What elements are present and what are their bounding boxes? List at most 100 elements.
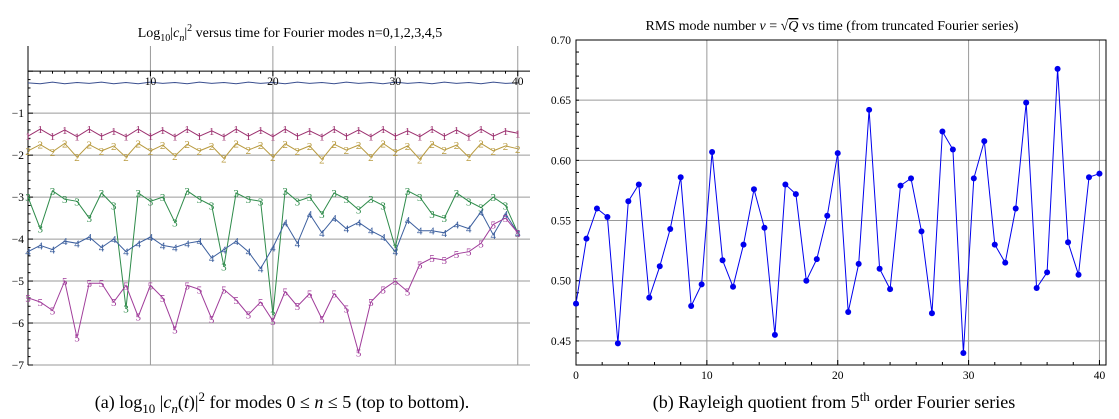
a-point-label: 2 xyxy=(442,145,448,157)
a-point-label: 1 xyxy=(515,128,521,140)
b-data-point xyxy=(991,241,998,248)
a-point-label: 5 xyxy=(86,278,92,290)
a-point-label: 5 xyxy=(429,253,435,265)
b-data-point xyxy=(845,309,852,316)
a-point-label: 5 xyxy=(99,278,105,290)
a-point-label: 4 xyxy=(282,217,288,229)
a-point-label: 3 xyxy=(233,188,239,200)
a-point-label: 1 xyxy=(258,125,264,137)
a-point-label: 1 xyxy=(331,124,337,136)
a-point-label: 3 xyxy=(344,194,350,206)
a-point-label: 2 xyxy=(62,138,68,150)
b-data-point xyxy=(656,263,663,270)
b-data-point xyxy=(573,300,579,307)
a-point-label: 3 xyxy=(135,188,141,200)
a-point-label: 4 xyxy=(233,236,239,248)
a-point-label: 5 xyxy=(184,280,190,292)
a-point-label: 5 xyxy=(368,297,374,309)
a-point-label: 2 xyxy=(270,152,276,164)
b-data-point xyxy=(928,310,935,317)
a-series-0 xyxy=(27,81,518,85)
a-point-label: 2 xyxy=(123,152,129,164)
a-point-label: 2 xyxy=(331,139,337,151)
b-y-tick-label: 0.60 xyxy=(551,155,571,167)
a-point-label: 1 xyxy=(62,125,68,137)
a-point-label: 1 xyxy=(270,132,276,144)
b-data-point xyxy=(1075,271,1082,278)
b-data-point xyxy=(803,277,810,284)
a-point-label: 4 xyxy=(491,230,497,242)
a-point-label: 5 xyxy=(282,287,288,299)
a-point-label: 5 xyxy=(344,303,350,315)
a-point-label: 4 xyxy=(172,242,178,254)
a-point-label: 5 xyxy=(37,297,43,309)
a-point-label: 2 xyxy=(148,146,154,158)
a-point-label: 5 xyxy=(515,228,521,240)
b-data-point xyxy=(1085,174,1092,181)
a-point-label: 3 xyxy=(258,196,264,208)
a-point-label: 2 xyxy=(307,141,313,153)
a-point-label: 4 xyxy=(37,240,43,252)
b-data-point xyxy=(677,174,684,181)
a-point-label: 1 xyxy=(295,131,301,143)
a-point-label: 1 xyxy=(209,126,215,138)
a-point-label: 3 xyxy=(503,201,509,213)
a-point-label: 4 xyxy=(111,234,117,246)
b-y-tick-label: 0.55 xyxy=(551,216,571,228)
a-point-label: 5 xyxy=(393,276,399,288)
a-series-line xyxy=(27,81,518,85)
a-point-label: 1 xyxy=(442,131,448,143)
a-point-label: 3 xyxy=(466,196,472,208)
a-y-tick-label: −4 xyxy=(12,234,24,246)
a-point-label: 4 xyxy=(503,209,509,221)
a-point-label: 1 xyxy=(429,124,435,136)
b-x-tick-label: 20 xyxy=(832,370,844,382)
a-point-label: 1 xyxy=(74,132,80,144)
a-point-label: 5 xyxy=(442,255,448,267)
b-data-point xyxy=(1012,205,1019,212)
a-point-label: 4 xyxy=(99,242,105,254)
a-point-label: 1 xyxy=(99,131,105,143)
a-point-label: 1 xyxy=(319,132,325,144)
a-point-label: 3 xyxy=(99,188,105,200)
chart-a-title: Log10|cn|2 versus time for Fourier modes… xyxy=(138,23,443,44)
a-point-label: 4 xyxy=(197,236,203,248)
a-point-label: 1 xyxy=(86,124,92,136)
a-point-label: 3 xyxy=(111,201,117,213)
b-data-point xyxy=(897,182,904,189)
a-point-label: 4 xyxy=(380,232,386,244)
b-data-point xyxy=(824,212,831,219)
a-point-label: 5 xyxy=(25,293,31,305)
a-point-label: 4 xyxy=(123,247,129,259)
a-point-label: 3 xyxy=(209,201,215,213)
a-point-label: 5 xyxy=(491,219,497,231)
a-point-label: 2 xyxy=(515,144,521,156)
a-point-label: 3 xyxy=(442,213,448,225)
a-point-label: 1 xyxy=(172,132,178,144)
a-point-label: 2 xyxy=(393,147,399,159)
b-data-point xyxy=(761,224,768,231)
a-point-label: 3 xyxy=(160,192,166,204)
a-point-label: 4 xyxy=(405,215,411,227)
a-point-label: 2 xyxy=(356,140,362,152)
b-data-point xyxy=(918,228,925,235)
a-point-label: 2 xyxy=(74,152,80,164)
chart-b-title: RMS mode number ν = √Q vs time (from tru… xyxy=(646,19,1019,34)
a-series-line xyxy=(27,217,519,355)
a-point-label: 2 xyxy=(454,140,460,152)
a-point-label: 1 xyxy=(368,132,374,144)
a-point-label: 5 xyxy=(478,238,484,250)
b-data-point xyxy=(583,235,590,242)
a-point-label: 5 xyxy=(380,284,386,296)
a-point-label: 2 xyxy=(429,139,435,151)
a-point-label: 4 xyxy=(270,242,276,254)
a-point-label: 2 xyxy=(209,141,215,153)
a-point-label: 2 xyxy=(50,147,56,159)
a-point-label: 4 xyxy=(295,238,301,250)
a-point-label: 3 xyxy=(184,186,190,198)
b-y-tick-label: 0.50 xyxy=(551,276,571,288)
a-point-label: 1 xyxy=(184,124,190,136)
b-data-point xyxy=(970,175,977,182)
